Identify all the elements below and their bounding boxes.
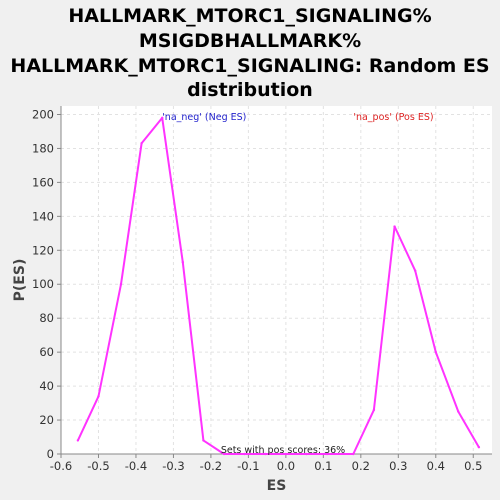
data-point-3: [140, 142, 143, 145]
x-axis-title: ES: [267, 478, 287, 494]
annotations: 'na_neg' (Neg ES) 'na_pos' (Pos ES): [162, 112, 433, 123]
axes: -0.6 -0.5 -0.4 -0.3 -0.2 -0.1 0.0 0.1 0.2 0.3 0.4 0…: [32, 106, 492, 473]
y-tick-label-3: 60: [39, 345, 54, 359]
x-tick-label-0: -0.6: [50, 459, 72, 473]
y-tick-label-0: 0: [47, 447, 54, 461]
data-point-11: [305, 452, 308, 456]
y-tick-label-9: 180: [32, 141, 54, 155]
y-tick-label-10: 200: [32, 107, 54, 121]
data-point-10: [284, 452, 288, 456]
y-tick-label-7: 140: [32, 209, 54, 223]
data-point-4: [160, 116, 164, 120]
data-point-12: [325, 452, 329, 456]
data-point-1: [97, 395, 100, 398]
data-point-14: [372, 408, 376, 412]
y-tick-label-4: 80: [39, 311, 54, 325]
x-tick-label-1: -0.5: [87, 459, 109, 473]
x-tick-label-4: -0.2: [200, 459, 222, 473]
x-tick-label-2: -0.4: [125, 459, 147, 473]
data-point-13: [352, 452, 355, 456]
data-point-8: [243, 452, 246, 456]
series-layer: [76, 116, 481, 456]
title-line-2: MSIGDBHALLMARK%: [139, 30, 361, 52]
data-point-9: [264, 452, 267, 456]
y-axis-title: P(ES): [12, 259, 28, 302]
x-tick-label-6: 0.0: [277, 459, 295, 473]
data-point-6: [202, 439, 205, 442]
title-line-3: HALLMARK_MTORC1_SIGNALING: Random ES: [10, 55, 489, 77]
pos-scores-note: Sets with pos scores: 36%: [221, 445, 345, 456]
x-tick-label-5: -0.1: [237, 459, 259, 473]
title-line-1: HALLMARK_MTORC1_SIGNALING%: [68, 5, 431, 27]
x-tick-label-11: 0.5: [464, 459, 482, 473]
data-point-2: [119, 283, 123, 286]
y-tick-label-2: 40: [39, 379, 54, 393]
plot-area: [61, 106, 492, 454]
x-tick-label-10: 0.4: [427, 459, 445, 473]
data-point-0: [76, 439, 80, 442]
data-point-19: [477, 446, 481, 449]
x-tick-label-7: 0.1: [314, 459, 332, 473]
y-tick-label-6: 120: [32, 243, 54, 257]
y-tick-label-5: 100: [32, 277, 54, 291]
data-point-7: [222, 452, 226, 456]
y-tick-label-1: 20: [39, 413, 54, 427]
data-point-5: [181, 260, 185, 264]
data-point-16: [413, 269, 417, 272]
x-tick-label-8: 0.2: [352, 459, 370, 473]
y-tick-label-8: 160: [32, 175, 54, 189]
annotation-0: 'na_neg' (Neg ES): [162, 112, 246, 123]
data-point-15: [393, 225, 396, 228]
data-point-17: [434, 350, 437, 354]
x-tick-label-3: -0.3: [162, 459, 184, 473]
data-point-18: [457, 410, 460, 413]
chart-title: HALLMARK_MTORC1_SIGNALING% MSIGDBHALLMAR…: [10, 5, 489, 101]
annotation-1: 'na_pos' (Pos ES): [353, 112, 433, 123]
title-line-4: distribution: [187, 79, 313, 101]
series-line-0: [76, 116, 480, 455]
x-tick-label-9: 0.3: [389, 459, 407, 473]
